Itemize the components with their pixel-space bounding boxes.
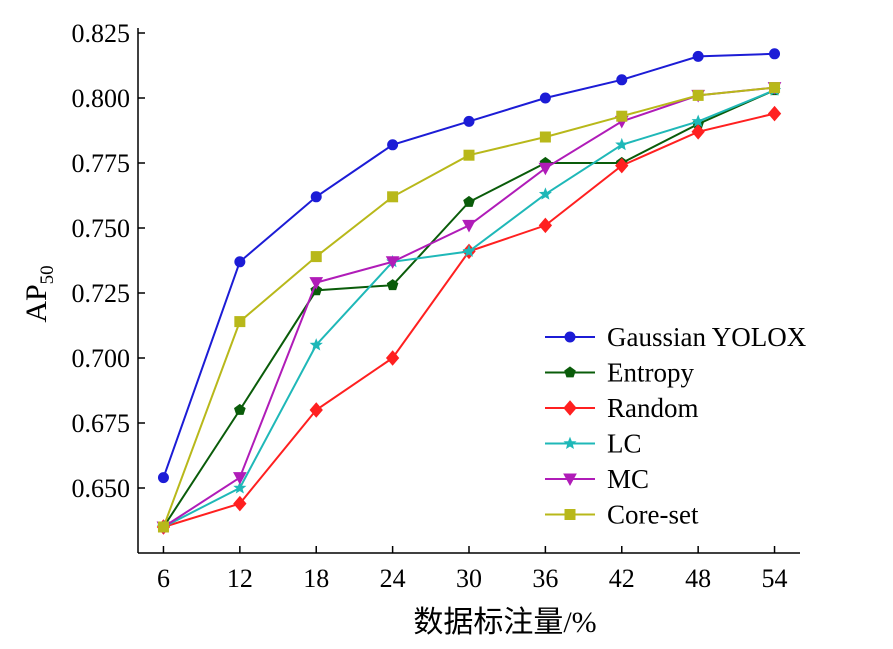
legend-marker (564, 331, 576, 343)
legend-marker (563, 436, 577, 449)
legend-label: Gaussian YOLOX (607, 322, 807, 352)
x-tick-label: 42 (609, 564, 635, 593)
data-point-gaussian-yolox (463, 115, 475, 127)
data-point-entropy (386, 279, 399, 291)
y-axis-label: AP50 (20, 265, 58, 322)
legend-item-random: Random (545, 393, 699, 423)
data-point-core-set (692, 89, 704, 101)
data-point-mc (538, 162, 553, 176)
data-point-lc (462, 244, 476, 257)
data-point-core-set (234, 316, 246, 328)
legend-item-core-set: Core-set (545, 500, 699, 530)
data-point-random (385, 350, 400, 366)
legend-label: Entropy (607, 358, 694, 388)
data-point-lc (233, 481, 247, 494)
data-point-mc (462, 219, 476, 233)
data-point-lc (691, 114, 705, 127)
x-axis-label: 数据标注量/% (413, 606, 596, 639)
y-tick-label: 0.725 (72, 279, 131, 308)
data-point-core-set (387, 191, 399, 203)
legend-marker (564, 366, 576, 378)
y-axis-label-subscript: 50 (37, 265, 58, 284)
x-tick-label: 18 (303, 564, 329, 593)
x-tick-label: 36 (532, 564, 558, 593)
data-point-mc (385, 256, 400, 269)
data-point-lc (309, 338, 323, 351)
y-tick-label: 0.650 (72, 474, 131, 503)
data-point-gaussian-yolox (310, 191, 322, 203)
legend-label: LC (607, 429, 642, 459)
y-tick-label: 0.750 (72, 214, 131, 243)
series-core-set (157, 82, 781, 533)
x-tick-label: 12 (227, 564, 253, 593)
data-point-core-set (616, 110, 628, 122)
data-point-gaussian-yolox (234, 256, 246, 268)
data-point-random (309, 402, 323, 418)
legend-item-entropy: Entropy (545, 358, 694, 388)
legend-label: Core-set (607, 500, 699, 530)
legend-item-mc: MC (545, 464, 649, 494)
data-point-mc (233, 472, 247, 485)
legend-item-gaussian-yolox: Gaussian YOLOX (545, 322, 807, 352)
data-point-core-set (539, 131, 551, 143)
legend-label: Random (607, 393, 699, 423)
legend-item-lc: LC (545, 429, 642, 459)
y-tick-label: 0.800 (72, 84, 131, 113)
axes: 0.650 0.675 0.700 0.725 0.750 0.775 0.800 0.825… (72, 19, 800, 593)
data-point-gaussian-yolox (616, 74, 628, 86)
data-point-core-set (769, 82, 781, 94)
data-point-gaussian-yolox (539, 92, 551, 104)
series-line-random (163, 112, 775, 528)
series-group (156, 48, 782, 535)
x-tick-label: 48 (685, 564, 711, 593)
y-tick-label: 0.675 (72, 409, 131, 438)
x-tick-label: 24 (380, 564, 406, 593)
data-point-gaussian-yolox (692, 50, 704, 62)
y-tick-label: 0.700 (72, 344, 131, 373)
data-point-mc (309, 277, 324, 290)
data-point-core-set (157, 521, 169, 533)
data-point-core-set (310, 251, 322, 263)
data-point-entropy (463, 195, 475, 207)
data-point-gaussian-yolox (387, 139, 399, 151)
data-point-random (538, 217, 553, 234)
data-point-lc (615, 137, 629, 151)
series-random (156, 105, 782, 535)
data-point-random (615, 157, 629, 174)
data-point-gaussian-yolox (157, 472, 169, 484)
x-tick-label: 6 (157, 564, 170, 593)
y-tick-label: 0.775 (72, 149, 131, 178)
legend-marker (563, 400, 577, 416)
legend-marker (563, 473, 577, 487)
data-point-random (233, 495, 247, 512)
data-point-lc (538, 187, 552, 200)
y-tick-label: 0.825 (72, 19, 131, 48)
data-point-entropy (234, 403, 246, 415)
data-point-random (691, 124, 705, 140)
legend-label: MC (607, 464, 649, 494)
data-point-core-set (463, 149, 475, 161)
y-axis-label-main: AP (20, 284, 53, 322)
legend-marker (564, 509, 576, 520)
series-gaussian-yolox (157, 48, 781, 484)
data-point-random (767, 105, 782, 122)
data-point-gaussian-yolox (769, 48, 781, 60)
x-tick-label: 30 (456, 564, 482, 593)
legend: Gaussian YOLOX Entropy Random LC MC Core-set (545, 322, 807, 530)
x-tick-label: 54 (762, 564, 788, 593)
